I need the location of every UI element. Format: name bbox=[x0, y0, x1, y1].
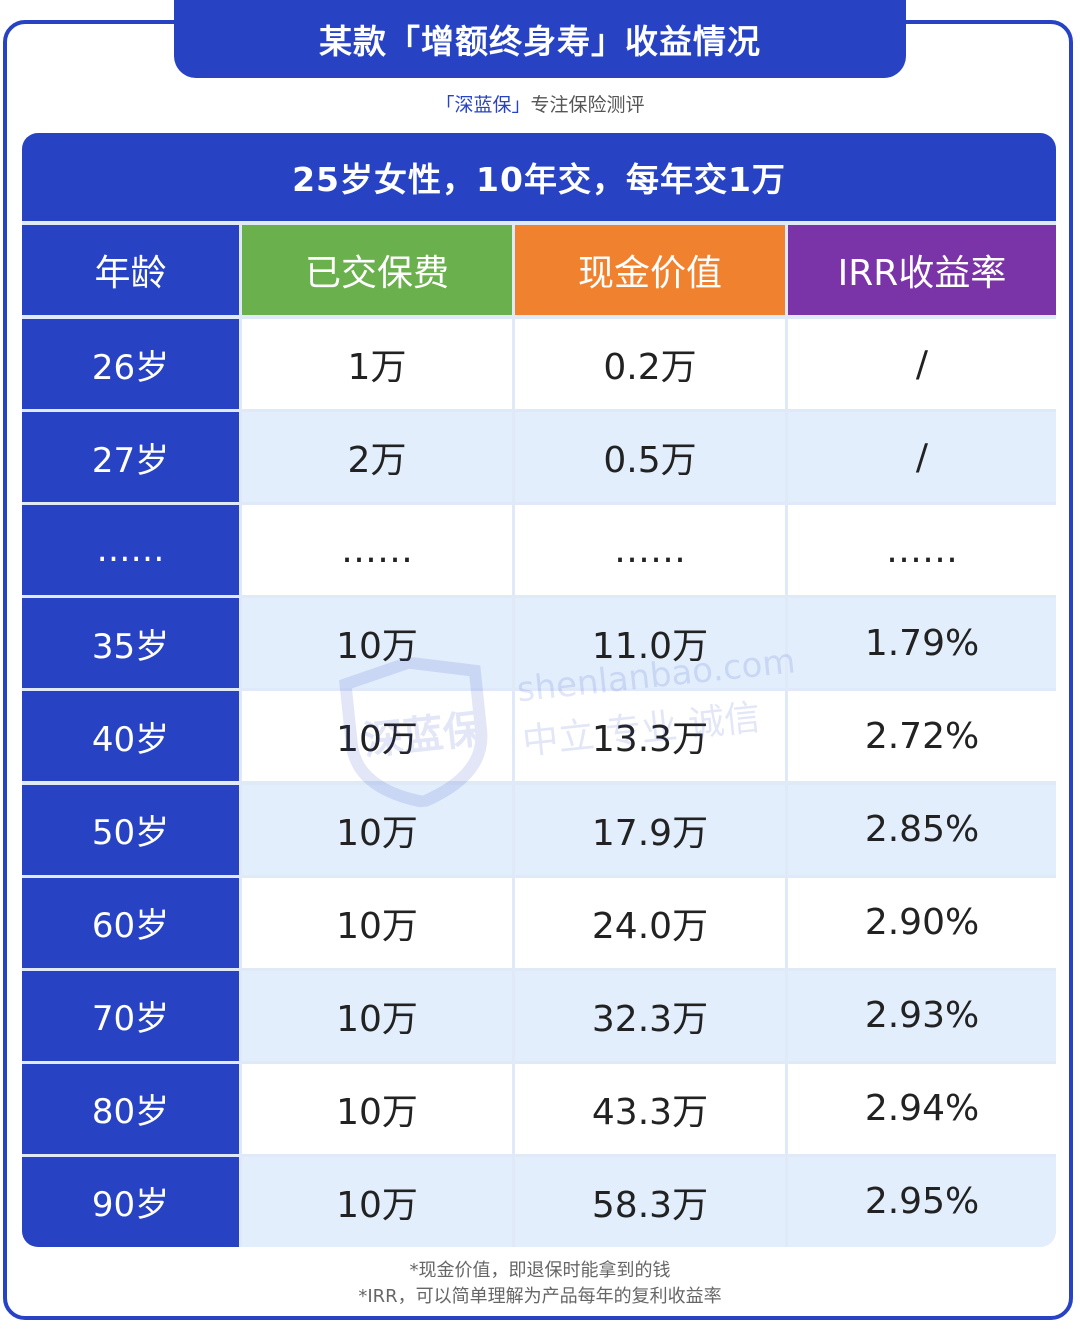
cell-cash-value: 17.9万 bbox=[515, 784, 785, 875]
cell-cash-value: 32.3万 bbox=[515, 970, 785, 1061]
header-irr: IRR收益率 bbox=[788, 225, 1056, 315]
cell-premium-paid: 10万 bbox=[242, 784, 512, 875]
cell-irr: / bbox=[788, 412, 1056, 503]
cell-irr: …… bbox=[788, 505, 1056, 596]
cell-cash-value: 43.3万 bbox=[515, 1063, 785, 1154]
cell-irr: 2.90% bbox=[788, 877, 1056, 968]
cell-cash-value: 0.5万 bbox=[515, 412, 785, 503]
footnote-cash-value: *现金价值，即退保时能拿到的钱 bbox=[409, 1260, 671, 1281]
cell-cash-value: 24.0万 bbox=[515, 877, 785, 968]
cell-irr: 2.72% bbox=[788, 691, 1056, 782]
header-cash-value: 现金价值 bbox=[515, 225, 785, 315]
cell-age: 60岁 bbox=[22, 877, 239, 968]
cell-cash-value: 58.3万 bbox=[515, 1156, 785, 1247]
cell-irr: 2.95% bbox=[788, 1156, 1056, 1247]
cell-age: 35岁 bbox=[22, 598, 239, 689]
cell-cash-value: 13.3万 bbox=[515, 691, 785, 782]
cell-premium-paid: 10万 bbox=[242, 1063, 512, 1154]
cell-age: 27岁 bbox=[22, 412, 239, 503]
cell-irr: / bbox=[788, 319, 1056, 409]
footnote-irr: *IRR，可以简单理解为产品每年的复利收益率 bbox=[358, 1286, 722, 1307]
cell-irr: 2.93% bbox=[788, 970, 1056, 1061]
cell-age: 40岁 bbox=[22, 691, 239, 782]
page-title: 某款「增额终身寿」收益情况 bbox=[174, 0, 906, 78]
cell-premium-paid: 10万 bbox=[242, 1156, 512, 1247]
cell-premium-paid: 1万 bbox=[242, 319, 512, 409]
cell-age: 50岁 bbox=[22, 784, 239, 875]
cell-premium-paid: 2万 bbox=[242, 412, 512, 503]
subtitle: 「深蓝保」专注保险测评 bbox=[0, 90, 1080, 117]
cell-premium-paid: 10万 bbox=[242, 598, 512, 689]
cell-premium-paid: 10万 bbox=[242, 691, 512, 782]
cell-age: 80岁 bbox=[22, 1063, 239, 1154]
header-age: 年龄 bbox=[22, 225, 239, 315]
cell-cash-value: 0.2万 bbox=[515, 319, 785, 409]
cell-age: 70岁 bbox=[22, 970, 239, 1061]
cell-irr: 2.94% bbox=[788, 1063, 1056, 1154]
cell-age: 26岁 bbox=[22, 319, 239, 409]
cell-age: …… bbox=[22, 505, 239, 596]
header-premium-paid: 已交保费 bbox=[242, 225, 512, 315]
cell-premium-paid: 10万 bbox=[242, 970, 512, 1061]
brand-tagline: 专注保险测评 bbox=[530, 94, 645, 116]
cell-cash-value: 11.0万 bbox=[515, 598, 785, 689]
cell-irr: 2.85% bbox=[788, 784, 1056, 875]
table-caption: 25岁女性，10年交，每年交1万 bbox=[22, 133, 1056, 221]
cell-age: 90岁 bbox=[22, 1156, 239, 1247]
cell-premium-paid: 10万 bbox=[242, 877, 512, 968]
brand-name: 「深蓝保」 bbox=[435, 94, 531, 116]
cell-cash-value: …… bbox=[515, 505, 785, 596]
cell-premium-paid: …… bbox=[242, 505, 512, 596]
footnotes: *现金价值，即退保时能拿到的钱 *IRR，可以简单理解为产品每年的复利收益率 bbox=[0, 1258, 1080, 1310]
benefit-table: 25岁女性，10年交，每年交1万 年龄 已交保费 现金价值 IRR收益率 26岁 1万 0.… bbox=[22, 133, 1056, 1247]
cell-irr: 1.79% bbox=[788, 598, 1056, 689]
